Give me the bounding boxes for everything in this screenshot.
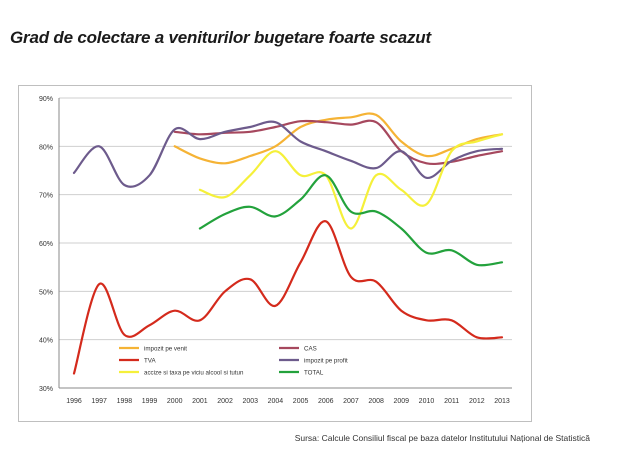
series-line-accize-si-taxa-pe-viciu-alcool-si-tutun xyxy=(198,133,504,230)
series-line-impozit-pe-venit xyxy=(173,112,504,165)
legend-label: accize si taxa pe viciu alcool si tutun xyxy=(144,370,244,377)
x-tick-label: 2008 xyxy=(368,398,384,405)
x-tick-label: 2012 xyxy=(469,398,485,405)
y-tick-label: 40% xyxy=(39,338,53,345)
series-line-total xyxy=(198,174,504,267)
x-tick-label: 1999 xyxy=(142,398,158,405)
legend-label: impozit pe venit xyxy=(144,346,187,353)
x-tick-label: 1998 xyxy=(117,398,133,405)
y-tick-label: 90% xyxy=(39,96,53,103)
line-chart: 30% 40% 50% 60% 70% 80% 90% 1996 1997 1998 1999 200… xyxy=(39,96,512,405)
legend-label: TVA xyxy=(144,358,156,365)
x-tick-label: 2005 xyxy=(293,398,309,405)
chart-frame: 30% 40% 50% 60% 70% 80% 90% 1996 1997 1998 1999 200… xyxy=(18,85,532,422)
x-tick-label: 2000 xyxy=(167,398,183,405)
source-note: Sursa: Calcule Consiliul fiscal pe baza … xyxy=(294,433,590,443)
x-tick-label: 2010 xyxy=(419,398,435,405)
x-tick-label: 2011 xyxy=(444,398,459,405)
x-tick-label: 1997 xyxy=(91,398,107,405)
series-line-impozit-pe-profit xyxy=(72,120,504,188)
series-line-cas xyxy=(173,119,504,166)
x-tick-label: 2006 xyxy=(318,398,334,405)
y-tick-label: 70% xyxy=(39,193,53,200)
x-tick-label: 2002 xyxy=(217,398,233,405)
x-tick-label: 2003 xyxy=(242,398,258,405)
legend-label: impozit pe profit xyxy=(304,358,348,365)
y-tick-label: 50% xyxy=(39,289,53,296)
x-tick-label: 2009 xyxy=(394,398,410,405)
y-tick-label: 30% xyxy=(39,386,53,393)
x-tick-label: 2001 xyxy=(192,398,208,405)
x-tick-label: 1996 xyxy=(66,398,82,405)
x-tick-label: 2013 xyxy=(494,398,510,405)
y-tick-label: 60% xyxy=(39,241,53,248)
x-tick-label: 2004 xyxy=(268,398,284,405)
legend-label: TOTAL xyxy=(304,370,324,377)
y-tick-label: 80% xyxy=(39,144,53,151)
series-line-tva xyxy=(72,220,504,375)
chart-headline: Grad de colectare a veniturilor bugetare… xyxy=(10,28,431,47)
legend-label: CAS xyxy=(304,346,317,353)
x-tick-label: 2007 xyxy=(343,398,359,405)
